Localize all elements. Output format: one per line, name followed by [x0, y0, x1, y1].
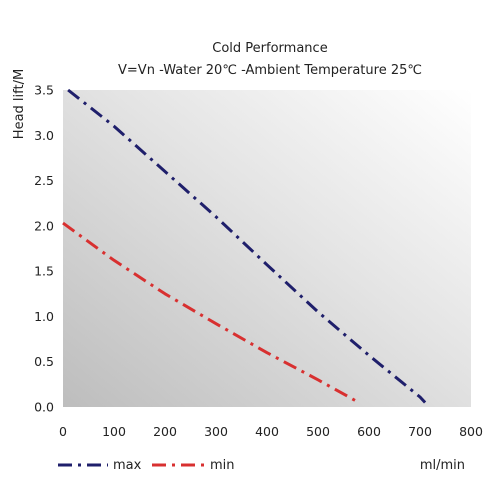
y-tick-label: 1.0: [34, 309, 54, 324]
x-tick-label: 200: [153, 424, 177, 439]
y-tick-label: 2.0: [34, 218, 54, 233]
chart-subtitle: V=Vn -Water 20℃ -Ambient Temperature 25℃: [118, 63, 422, 78]
y-tick-label: 0.5: [34, 354, 54, 369]
x-tick-label: 0: [59, 424, 67, 439]
x-tick-label: 100: [102, 424, 126, 439]
y-tick-label: 3.5: [34, 83, 54, 98]
y-tick-label: 0.0: [34, 400, 54, 415]
y-axis-label: Head lift/M: [12, 69, 27, 139]
x-tick-label: 300: [204, 424, 228, 439]
y-axis-ticks: 0.0 0.5 1.0 1.5 2.0 2.5 3.0 3.5: [34, 83, 54, 415]
legend-min-label: min: [210, 458, 235, 473]
legend: max min: [58, 458, 235, 473]
series-line-max: [67, 88, 427, 404]
x-tick-label: 800: [459, 424, 483, 439]
x-tick-label: 700: [408, 424, 432, 439]
x-axis-ticks: 0 100 200 300 400 500 600 700 800: [59, 424, 483, 439]
x-tick-label: 500: [306, 424, 330, 439]
plot-area: [63, 90, 471, 407]
chart-title: Cold Performance: [212, 41, 327, 56]
x-tick-label: 400: [255, 424, 279, 439]
series-lines: [62, 88, 427, 404]
y-tick-label: 1.5: [34, 264, 54, 279]
series-line-min: [62, 221, 360, 404]
legend-max-label: max: [113, 458, 142, 473]
x-axis-label: ml/min: [420, 458, 465, 473]
y-tick-label: 2.5: [34, 173, 54, 188]
y-tick-label: 3.0: [34, 128, 54, 143]
x-tick-label: 600: [357, 424, 381, 439]
